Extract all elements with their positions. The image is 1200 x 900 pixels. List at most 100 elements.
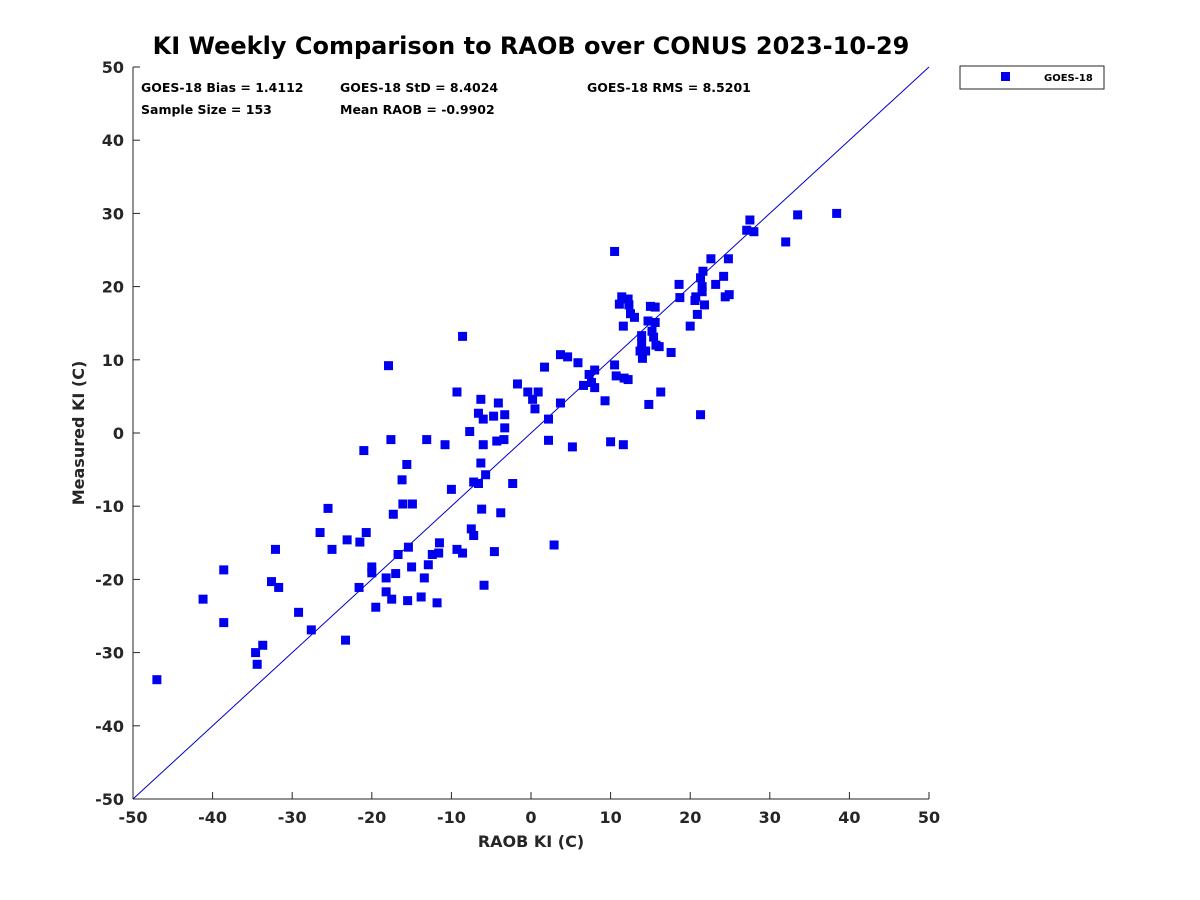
x-tick-label: -50 — [119, 808, 148, 827]
data-point — [267, 577, 277, 587]
one-to-one-reference-line — [132, 66, 930, 800]
stats-annotations: GOES-18 Bias = 1.4112 GOES-18 StD = 8.40… — [141, 80, 751, 117]
legend-box — [959, 65, 1105, 90]
data-point — [493, 398, 503, 408]
data-point — [361, 528, 371, 538]
data-point — [635, 346, 645, 356]
data-point — [274, 582, 284, 592]
bias-stat: GOES-18 Bias = 1.4112 — [141, 80, 303, 95]
data-point — [530, 404, 540, 414]
data-point — [533, 387, 543, 397]
data-point — [354, 582, 364, 592]
data-point — [650, 302, 660, 312]
data-point — [666, 347, 676, 357]
data-point — [698, 266, 708, 276]
data-point — [700, 300, 710, 310]
data-point — [432, 598, 442, 608]
data-point — [465, 427, 475, 437]
y-tick-label: 20 — [102, 278, 124, 297]
data-point — [675, 293, 685, 303]
data-point — [610, 246, 620, 256]
data-point — [476, 394, 486, 404]
data-point — [500, 410, 510, 420]
data-point — [446, 484, 456, 494]
data-point — [742, 225, 752, 235]
data-point — [327, 544, 337, 554]
x-tick-label: -40 — [198, 808, 227, 827]
data-point — [610, 360, 620, 370]
data-point — [692, 309, 702, 319]
data-point — [563, 352, 573, 362]
data-point — [618, 440, 628, 450]
data-point — [723, 254, 733, 264]
data-point — [479, 580, 489, 590]
data-point — [477, 504, 487, 514]
mean-raob-stat: Mean RAOB = -0.9902 — [340, 102, 495, 117]
x-tick-label: 0 — [525, 808, 536, 827]
data-point — [402, 459, 412, 469]
data-point — [419, 573, 429, 583]
data-point — [381, 587, 391, 597]
data-point — [579, 380, 589, 390]
data-point — [643, 316, 653, 326]
data-point — [367, 562, 377, 572]
data-point — [645, 301, 655, 311]
data-point — [473, 408, 483, 418]
y-tick-label: 40 — [102, 131, 124, 150]
data-point — [555, 398, 565, 408]
data-point — [403, 596, 413, 606]
data-point — [198, 594, 208, 604]
data-points — [152, 208, 842, 685]
data-point — [629, 312, 639, 322]
data-point — [355, 537, 365, 547]
std-stat: GOES-18 StD = 8.4024 — [340, 80, 498, 95]
data-point — [523, 387, 533, 397]
data-point — [567, 442, 577, 452]
legend-label-goes-18: GOES-18 — [1044, 73, 1093, 84]
data-point — [388, 509, 398, 519]
data-point — [397, 475, 407, 485]
data-point — [489, 411, 499, 421]
data-point — [481, 470, 491, 480]
data-point — [637, 331, 647, 341]
data-point — [423, 560, 433, 570]
data-point — [528, 394, 538, 404]
data-point — [270, 544, 280, 554]
data-point — [440, 440, 450, 450]
data-point — [342, 535, 352, 545]
sample-size-stat: Sample Size = 153 — [141, 102, 272, 117]
data-point — [724, 290, 734, 300]
data-point — [258, 640, 268, 650]
chart-title: KI Weekly Comparison to RAOB over CONUS … — [153, 32, 910, 60]
data-point — [427, 550, 437, 560]
data-point — [492, 436, 502, 446]
data-point — [590, 365, 600, 375]
data-point — [637, 338, 647, 348]
x-tick-label: -30 — [278, 808, 307, 827]
data-point — [386, 435, 396, 445]
x-tick-label: -20 — [357, 808, 386, 827]
data-point — [393, 550, 403, 560]
data-point — [586, 377, 596, 387]
data-point — [617, 292, 627, 302]
data-point — [685, 321, 695, 331]
data-point — [473, 479, 483, 489]
data-point — [606, 437, 616, 447]
data-point — [590, 383, 600, 393]
data-point — [649, 332, 659, 342]
y-tick-label: -40 — [95, 717, 124, 736]
data-point — [584, 369, 594, 379]
y-axis-ticks: -50 -40 -30 -20 -10 0 10 20 30 40 50 — [95, 58, 140, 809]
y-axis-label: Measured KI (C) — [69, 361, 88, 506]
data-point — [251, 648, 261, 658]
data-point — [391, 569, 401, 579]
data-point — [478, 414, 488, 424]
data-point — [219, 565, 229, 575]
data-point — [623, 294, 633, 304]
data-point — [696, 273, 706, 283]
data-point — [691, 292, 701, 302]
x-tick-label: -10 — [437, 808, 466, 827]
data-point — [618, 321, 628, 331]
data-point — [674, 279, 684, 289]
